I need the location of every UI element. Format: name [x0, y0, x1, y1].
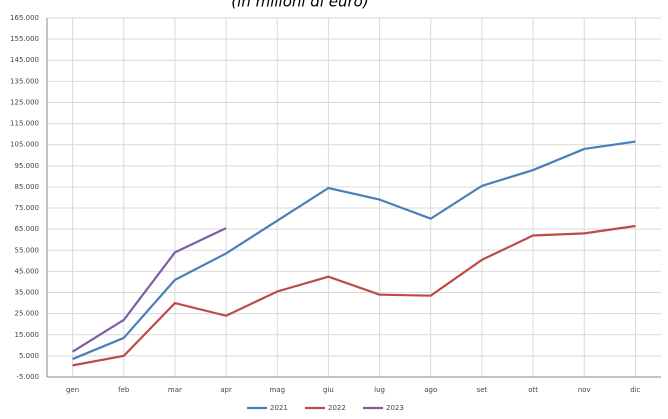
series-line [72, 140, 636, 361]
x-tick-label: lug [374, 386, 385, 394]
legend-label: 2021 [270, 404, 288, 412]
y-tick-label: 25.000 [15, 310, 40, 318]
legend-label: 2022 [328, 404, 346, 412]
x-tick-label: apr [220, 386, 232, 394]
y-tick-label: 115.000 [10, 120, 39, 128]
x-tick-label: nov [578, 386, 591, 394]
y-tick-label: 95.000 [15, 162, 40, 170]
y-tick-label: 165.000 [10, 14, 39, 22]
y-tick-label: 105.000 [10, 141, 39, 149]
x-tick-label: mag [269, 386, 285, 394]
y-tick-label: 55.000 [15, 246, 40, 254]
y-tick-label: 65.000 [15, 225, 40, 233]
x-tick-label: giu [323, 386, 334, 394]
y-tick-label: 45.000 [15, 267, 40, 275]
y-tick-label: 145.000 [10, 56, 39, 64]
y-tick-label: -5.000 [16, 373, 39, 381]
x-tick-label: feb [118, 386, 130, 394]
chart-title: (in milioni di euro) [231, 0, 368, 11]
y-tick-label: 15.000 [15, 331, 40, 339]
x-tick-label: ago [424, 386, 437, 394]
y-tick-label: 75.000 [15, 204, 40, 212]
x-tick-label: mar [168, 386, 182, 394]
legend-label: 2023 [386, 404, 404, 412]
x-tick-label: gen [66, 386, 79, 394]
series-line [72, 227, 227, 353]
y-tick-label: 85.000 [15, 183, 40, 191]
x-tick-label: set [477, 386, 488, 394]
y-tick-label: 125.000 [10, 98, 39, 106]
y-tick-label: 155.000 [10, 35, 39, 43]
y-tick-label: 5.000 [19, 352, 39, 360]
x-tick-label: ott [528, 386, 538, 394]
x-tick-label: dic [630, 386, 640, 394]
y-tick-label: 35.000 [15, 289, 40, 297]
series-line [72, 224, 636, 367]
y-tick-label: 135.000 [10, 77, 39, 85]
